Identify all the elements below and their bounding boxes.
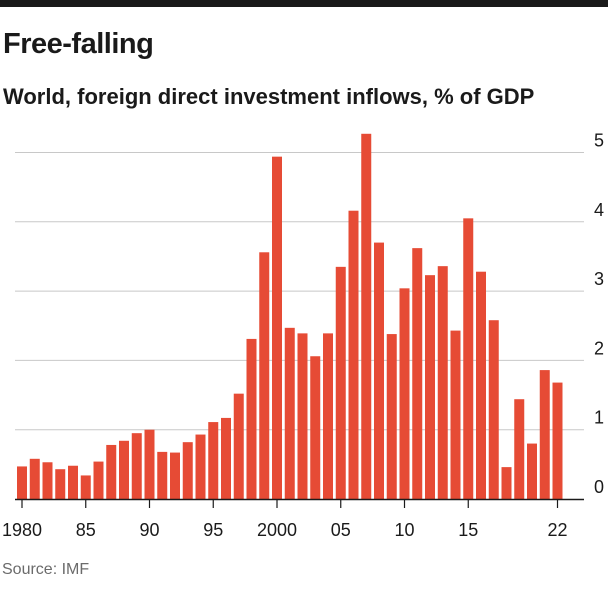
top-bar (0, 0, 608, 7)
bar-2008 (374, 242, 384, 499)
bar-2004 (323, 333, 333, 499)
bar-1991 (157, 451, 168, 499)
bar-1994 (195, 434, 206, 499)
bar-2013 (437, 266, 448, 499)
bar-1985 (80, 475, 91, 499)
bar-1980 (17, 466, 27, 499)
bar-2018 (501, 467, 512, 499)
bar-1988 (119, 440, 129, 499)
bar-2015 (463, 218, 474, 499)
bar-2014 (450, 330, 461, 499)
bar-2003 (310, 356, 321, 499)
x-tick-label: 15 (458, 520, 478, 540)
bar-1981 (29, 458, 40, 499)
bar-1997 (233, 393, 244, 499)
bar-2012 (425, 275, 435, 499)
bar-1990 (144, 429, 155, 499)
y-tick-label: 2 (594, 338, 604, 358)
bar-2005 (335, 266, 346, 499)
x-tick-label: 1980 (2, 520, 42, 540)
chart-title: Free-falling (3, 28, 154, 60)
y-tick-label: 3 (594, 269, 604, 289)
x-tick-label: 22 (547, 520, 567, 540)
x-axis (15, 498, 584, 508)
y-tick-label: 4 (594, 200, 604, 220)
bar-1999 (259, 252, 270, 499)
bar-1987 (106, 444, 117, 499)
x-tick-label: 90 (139, 520, 159, 540)
y-axis-labels: 0 1 2 3 4 5 (594, 131, 604, 498)
x-tick-label: 05 (331, 520, 351, 540)
bar-1998 (246, 338, 257, 499)
y-tick-label: 1 (594, 408, 604, 428)
bar-2016 (476, 271, 486, 499)
bar-1989 (131, 433, 142, 499)
y-tick-label: 0 (594, 477, 604, 497)
bar-2019 (514, 399, 525, 499)
x-axis-labels: 1980 85 90 95 2000 05 10 15 22 (2, 520, 568, 540)
bar-1995 (208, 422, 219, 499)
bar-1986 (93, 461, 104, 499)
bar-1993 (182, 442, 193, 499)
bar-1983 (55, 469, 66, 499)
bar-1992 (170, 452, 180, 499)
x-tick-label: 85 (76, 520, 96, 540)
bar-2017 (488, 320, 499, 499)
bar-1984 (68, 465, 78, 499)
bar-2010 (399, 288, 410, 499)
bar-2020 (527, 443, 537, 499)
bar-2009 (386, 334, 397, 499)
bar-2011 (412, 248, 423, 499)
bars (17, 133, 563, 500)
x-tick-label: 95 (203, 520, 223, 540)
bar-2022 (552, 382, 563, 499)
bar-2021 (539, 370, 550, 499)
bar-2007 (361, 133, 372, 500)
bar-2006 (348, 210, 359, 499)
x-tick-label: 10 (394, 520, 414, 540)
bar-2002 (297, 333, 308, 499)
bar-1996 (221, 417, 231, 499)
chart-subtitle: World, foreign direct investment inflows… (3, 84, 535, 109)
bar-2001 (284, 327, 295, 499)
x-tick-label: 2000 (257, 520, 297, 540)
bar-2000 (272, 156, 282, 499)
source-note: Source: IMF (2, 561, 90, 578)
bar-1982 (42, 462, 53, 499)
y-tick-label: 5 (594, 131, 604, 151)
